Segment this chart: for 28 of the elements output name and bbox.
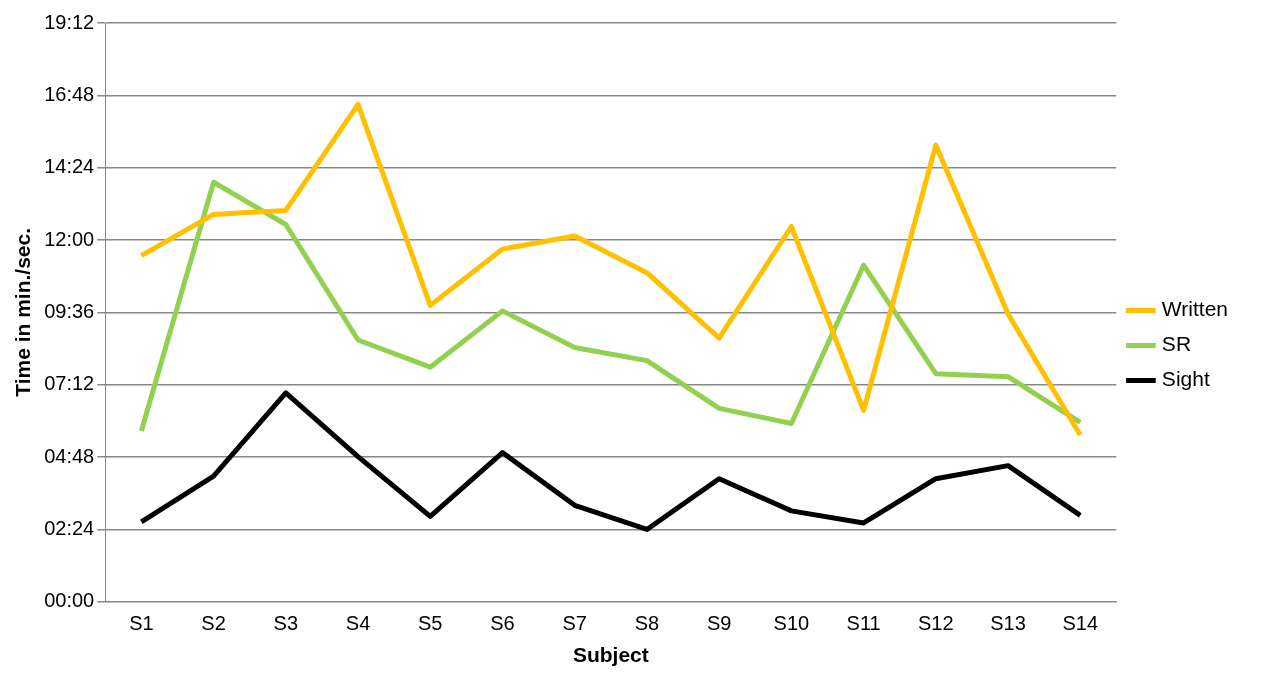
y-tick-label: 04:48	[44, 444, 95, 467]
x-tick-label: S11	[846, 612, 881, 635]
legend-label: SR	[1161, 332, 1192, 356]
x-tick-label: S13	[990, 612, 1026, 635]
legend-label: Written	[1161, 297, 1229, 321]
x-tick-label: S10	[773, 612, 810, 635]
y-tick-label: 00:00	[44, 589, 95, 612]
x-tick-label: S3	[273, 612, 299, 635]
x-tick-label: S5	[418, 612, 443, 635]
y-tick-label: 07:12	[44, 372, 95, 395]
x-tick-label: S4	[345, 612, 371, 635]
y-axis-title: Time in min./sec.	[11, 227, 35, 397]
x-tick-label: S14	[1062, 612, 1099, 635]
y-tick-label: 14:24	[44, 155, 95, 178]
x-tick-label: S1	[129, 612, 154, 635]
legend-label: Sight	[1161, 367, 1210, 391]
x-tick-label: S8	[634, 612, 660, 635]
y-tick-label: 12:00	[44, 227, 95, 250]
x-tick-label: S12	[918, 612, 954, 635]
x-tick-label: S2	[201, 612, 226, 635]
y-tick-label: 16:48	[44, 82, 95, 105]
x-axis-title: Subject	[572, 643, 649, 667]
y-tick-label: 09:36	[44, 299, 95, 322]
x-tick-label: S6	[490, 612, 515, 635]
y-tick-label: 19:12	[44, 10, 95, 33]
y-tick-label: 02:24	[44, 516, 95, 539]
x-tick-label: S9	[706, 612, 732, 635]
x-tick-label: S7	[562, 612, 587, 635]
